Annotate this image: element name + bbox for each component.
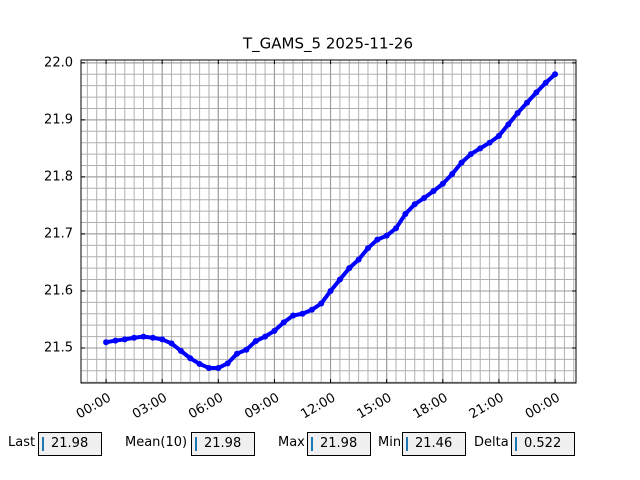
stat-field[interactable]: 21.98 xyxy=(191,432,255,456)
data-point xyxy=(252,338,259,345)
data-point xyxy=(383,232,390,239)
y-tick-label: 21.7 xyxy=(44,226,73,241)
x-tick-label: 21:00 xyxy=(467,391,507,423)
plot-frame xyxy=(80,59,577,384)
data-point xyxy=(355,256,362,263)
chart: T_GAMS_5 2025-11-26 21.5 21.6 21.7 21.8 21.9… xyxy=(44,35,577,423)
data-point xyxy=(299,310,306,317)
data-point xyxy=(458,159,465,166)
data-point xyxy=(280,319,287,326)
data-point xyxy=(430,188,437,195)
x-tick-label: 09:00 xyxy=(242,391,282,423)
stat-field[interactable]: 21.46 xyxy=(402,432,466,456)
y-tick-label: 21.6 xyxy=(44,283,73,298)
data-point xyxy=(486,139,493,146)
data-point xyxy=(168,340,175,347)
stat-field[interactable]: 0.522 xyxy=(511,432,575,456)
stat-label: Min xyxy=(378,435,402,450)
data-point xyxy=(262,333,269,340)
data-point xyxy=(205,364,212,371)
data-point xyxy=(467,151,474,158)
data-point xyxy=(346,265,353,272)
data-point xyxy=(477,145,484,152)
stat-field[interactable]: 21.98 xyxy=(38,432,102,456)
data-point xyxy=(523,99,530,106)
x-tick-label: 00:00 xyxy=(523,391,563,423)
data-point xyxy=(336,276,343,283)
data-point xyxy=(318,300,325,307)
x-tick-label: 00:00 xyxy=(74,391,114,423)
data-point xyxy=(495,132,502,139)
data-point xyxy=(187,355,194,362)
stat-label: Max xyxy=(278,435,305,450)
data-point xyxy=(542,79,549,86)
data-point xyxy=(224,360,231,367)
data-point xyxy=(308,306,315,313)
data-point xyxy=(402,210,409,217)
stat-label: Last xyxy=(8,435,36,450)
x-tick-label: 18:00 xyxy=(411,391,451,423)
x-tick-label: 03:00 xyxy=(130,391,170,423)
y-tick-label: 22.0 xyxy=(44,55,73,70)
data-point xyxy=(112,337,119,344)
y-tick-label: 21.8 xyxy=(44,169,73,184)
stat-label: Delta xyxy=(474,435,509,450)
data-point xyxy=(411,201,418,208)
data-point xyxy=(290,312,297,319)
x-tick-label: 12:00 xyxy=(298,391,338,423)
data-point xyxy=(140,333,147,340)
x-tick-label: 06:00 xyxy=(186,391,226,423)
data-point xyxy=(421,195,428,202)
y-tick-label: 21.5 xyxy=(44,340,73,355)
x-tick-label: 15:00 xyxy=(354,391,394,423)
stat-field[interactable]: 21.98 xyxy=(307,432,371,456)
data-point xyxy=(327,287,334,294)
data-point xyxy=(439,180,446,187)
data-point xyxy=(177,347,184,354)
data-point xyxy=(533,89,540,96)
data-point xyxy=(552,71,559,78)
data-point xyxy=(103,339,110,346)
data-point xyxy=(149,334,156,341)
data-point xyxy=(131,334,138,341)
data-point xyxy=(121,336,128,343)
data-point xyxy=(514,110,521,117)
data-point xyxy=(393,225,400,232)
data-point xyxy=(505,121,512,128)
data-point xyxy=(374,236,381,243)
data-point xyxy=(215,364,222,371)
data-point xyxy=(234,350,241,357)
data-point xyxy=(196,360,203,367)
data-point xyxy=(243,346,250,353)
chart-title: T_GAMS_5 2025-11-26 xyxy=(242,35,413,54)
data-point xyxy=(364,245,371,252)
stat-label: Mean(10) xyxy=(125,435,188,450)
y-tick-label: 21.9 xyxy=(44,112,73,127)
data-point xyxy=(159,336,166,343)
data-point xyxy=(449,171,456,178)
data-point xyxy=(271,327,278,334)
